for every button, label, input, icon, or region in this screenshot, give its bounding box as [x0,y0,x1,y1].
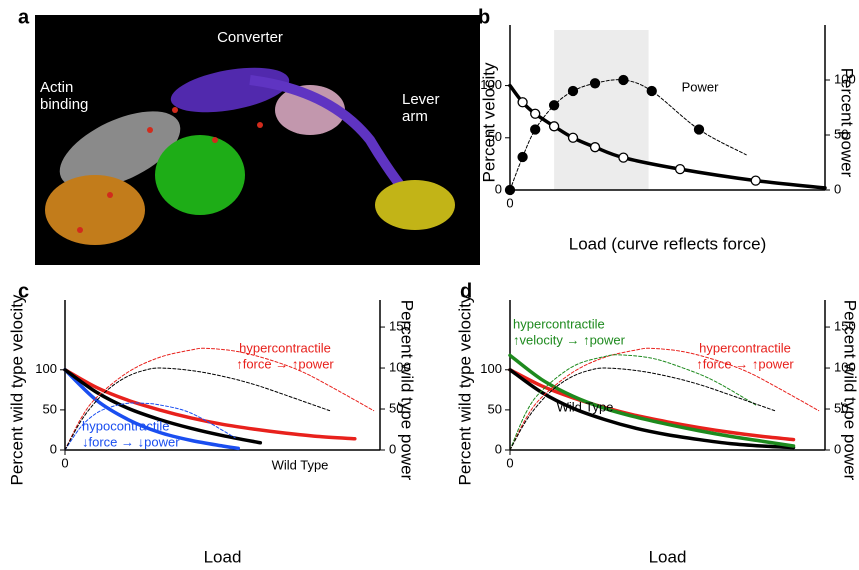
annotation: hypercontractile [513,316,605,331]
y2-tick-label: 0 [389,441,396,456]
chart: b 0 50 100 0 50 100 0 Load (curve reflects force… [478,6,857,253]
annotation: ↑force → ↑power [696,356,794,371]
line [508,83,827,190]
structure-label: Actin [40,79,73,96]
dashed-line [509,367,776,451]
chart: c 0 50 100 0 50 100 150 0 Load Percent wild type v… [7,280,416,566]
y-tick-label: 0 [50,441,57,456]
dashed-line [509,347,820,451]
marker [548,100,560,111]
dashed-line [509,354,757,451]
marker [589,78,601,89]
marker [693,124,705,135]
y2-tick-label: 0 [834,441,841,456]
y-tick-label: 50 [43,401,57,416]
annotation: ↑velocity → ↑power [513,332,626,347]
x-tick-label: 0 [506,455,513,470]
x-axis-label: Load [204,547,242,566]
y-tick-label: 50 [488,129,502,144]
line [508,368,796,442]
dashed-line [64,367,331,451]
y2-axis-label: Percent power [838,68,857,178]
annotation: ↑force → ↑power [236,356,334,371]
annotation: ↓force → ↓power [82,434,180,449]
y-tick-label: 100 [35,361,57,376]
dashed-line [509,79,747,191]
x-tick-label: 0 [61,455,68,470]
structure-label: Converter [217,29,283,46]
y-tick-label: 100 [480,77,502,92]
annotation: hypocontractile [82,418,169,433]
y-tick-label: 0 [495,181,502,196]
marker [618,74,629,86]
line [63,368,240,451]
marker [646,85,657,97]
structure-label: Lever [402,91,440,108]
highlight-band [554,30,649,190]
annotation: hypercontractile [699,340,791,355]
marker [567,85,579,97]
panel-label: a [18,6,30,28]
chart: d 0 50 100 0 50 100 150 0 Load Percent wild type v… [455,280,859,566]
x-tick-label: 0 [506,195,513,210]
marker [750,175,761,186]
marker [504,184,516,196]
y-tick-label: 0 [495,441,502,456]
panel-label: d [460,280,472,302]
y2-tick-label: 150 [389,318,411,333]
annotation: Power [682,79,720,94]
y-tick-label: 100 [480,361,502,376]
y-axis-label: Percent velocity [479,62,498,182]
line [63,368,263,445]
marker [589,142,601,153]
marker [674,163,686,175]
y2-tick-label: 100 [834,71,856,86]
annotation: Wild Type [272,457,329,472]
x-axis-label: Load (curve reflects force) [569,234,766,253]
marker [530,108,541,119]
panel-label: c [18,280,29,302]
y2-tick-label: 100 [389,359,411,374]
y-axis-label: Percent wild type velocity [7,294,26,485]
dashed-line [64,402,236,451]
y-tick-label: 50 [488,401,502,416]
y2-tick-label: 0 [834,181,841,196]
y2-axis-label: Percent wild type power [841,300,859,481]
panel-label: b [478,6,490,28]
panel-a [35,15,480,265]
y2-tick-label: 50 [389,400,403,415]
marker [618,152,629,163]
marker [567,132,579,143]
y2-tick-label: 150 [834,318,856,333]
y2-tick-label: 100 [834,359,856,374]
y2-tick-label: 50 [834,400,848,415]
marker [548,121,560,132]
line [63,368,357,441]
dashed-line [64,347,375,451]
protein-structure [45,67,455,245]
x-axis-label: Load [649,547,687,566]
marker [517,97,528,108]
marker [530,124,541,135]
line [508,368,796,450]
structure-label: binding [40,96,88,113]
marker [517,151,528,163]
y-axis-label: Percent wild type velocity [455,294,474,485]
y2-tick-label: 50 [834,126,848,141]
structure-label: arm [402,108,428,125]
y2-axis-label: Percent wild type power [398,300,417,481]
annotation: Wild Type [557,399,614,414]
line [508,353,796,448]
annotation: hypercontractile [239,340,331,355]
